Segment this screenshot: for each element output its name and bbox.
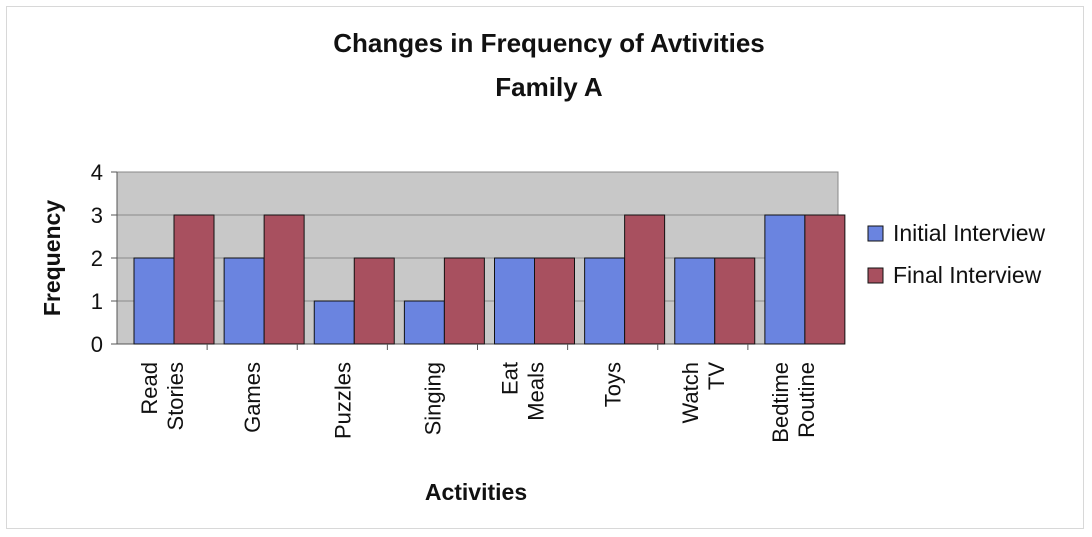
x-category-label: Routine (794, 362, 819, 438)
legend-label: Final Interview (893, 262, 1042, 288)
bar-final-5 (624, 214, 666, 345)
x-category-label: Meals (524, 362, 549, 421)
bar-initial-1 (223, 257, 265, 345)
legend-swatch (867, 267, 884, 284)
y-tick-label: 0 (91, 332, 103, 357)
bar-initial-6 (674, 257, 716, 345)
bar-final-3 (443, 257, 485, 345)
legend-swatch (867, 225, 884, 242)
bar-initial-4 (494, 257, 535, 345)
x-category-label: Bedtime (768, 362, 793, 443)
chart-subtitle: Family A (495, 72, 603, 102)
chart-title: Changes in Frequency of Avtivities (333, 28, 765, 58)
y-tick-label: 2 (91, 246, 103, 271)
bar-initial-0 (133, 257, 175, 345)
bar-final-2 (353, 257, 395, 345)
legend-label: Initial Interview (893, 220, 1046, 246)
bar-final-1 (263, 214, 305, 345)
x-category-label: Eat (498, 362, 523, 395)
bar-initial-5 (584, 257, 626, 345)
y-axis-title: Frequency (39, 200, 65, 317)
y-tick-label: 1 (91, 289, 103, 314)
bar-initial-7 (764, 214, 806, 345)
x-category-label: Watch (678, 362, 703, 424)
bar-final-7 (804, 214, 846, 345)
bar-final-4 (534, 257, 575, 345)
x-category-label: Read (137, 362, 162, 415)
x-category-label: Games (240, 362, 265, 433)
legend: Initial Interview Final Interview (867, 220, 1046, 288)
y-tick-label: 3 (91, 203, 103, 228)
x-category-label: Puzzles (330, 362, 355, 439)
x-category-label: Stories (163, 362, 188, 430)
bar-initial-3 (403, 300, 445, 345)
x-category-label: Toys (601, 362, 626, 407)
x-axis-title: Activities (425, 479, 527, 505)
plot-area: 0 1 2 3 4 Read Stories Games Puzzles Singing Eat Me… (91, 160, 846, 443)
bar-initial-2 (313, 300, 355, 345)
bar-final-0 (173, 214, 215, 345)
x-category-label: TV (704, 362, 729, 390)
bar-final-6 (714, 257, 756, 345)
x-category-label: Singing (420, 362, 445, 435)
y-tick-label: 4 (91, 160, 103, 185)
